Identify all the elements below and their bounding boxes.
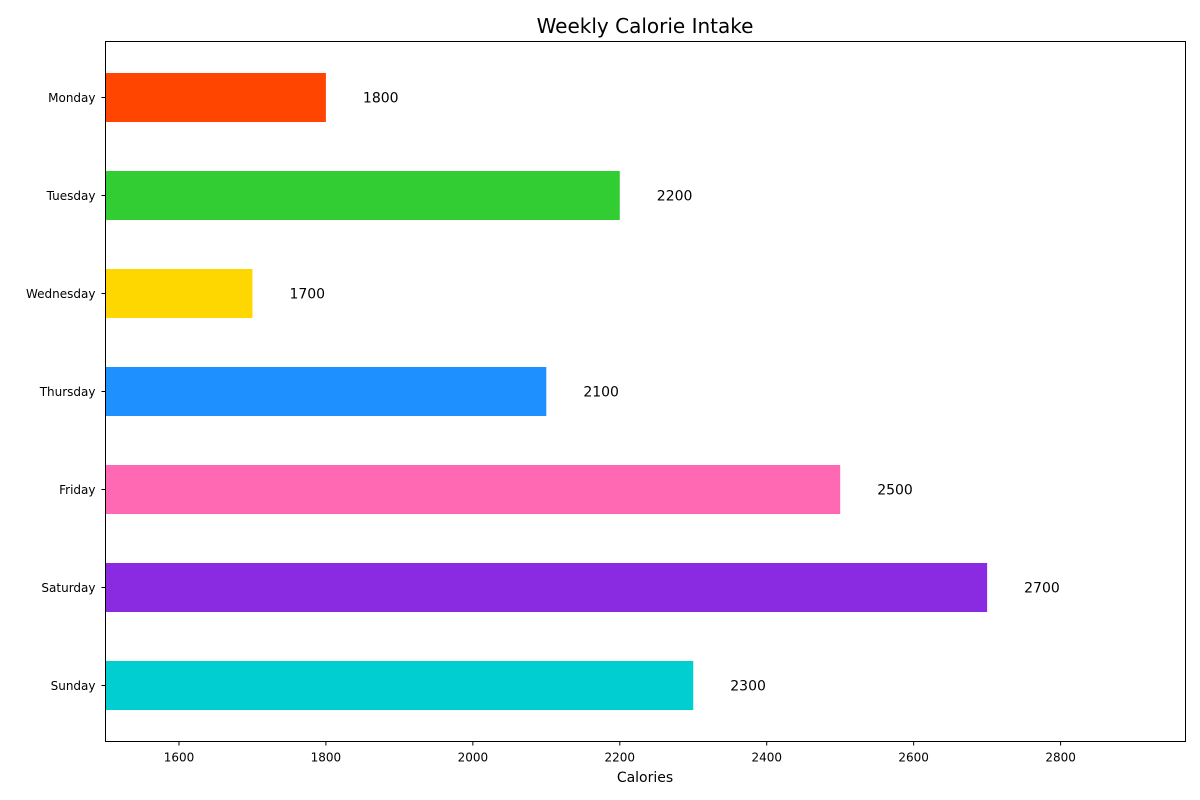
plot-frame <box>105 41 1186 742</box>
x-tick-label: 2000 <box>458 751 489 765</box>
bar-saturday <box>105 563 988 612</box>
data-label: 2100 <box>583 385 619 401</box>
bar-sunday <box>105 661 694 710</box>
bar-thursday <box>105 367 547 416</box>
y-tick-label: Monday <box>48 91 95 105</box>
x-tick-label: 1600 <box>164 751 195 765</box>
y-tick-label: Saturday <box>41 581 95 595</box>
y-tick-label: Thursday <box>39 385 96 399</box>
data-label: 2200 <box>657 189 693 205</box>
bar-monday <box>105 73 326 122</box>
x-tick-label: 1800 <box>311 751 342 765</box>
x-tick-label: 2200 <box>605 751 636 765</box>
data-label: 2300 <box>730 679 766 695</box>
y-tick-label: Tuesday <box>46 189 96 203</box>
y-tick-label: Sunday <box>51 679 96 693</box>
x-tick-label: 2400 <box>751 751 782 765</box>
x-axis-label: Calories <box>617 770 673 786</box>
y-tick-label: Wednesday <box>26 287 95 301</box>
data-label: 1800 <box>363 91 399 107</box>
data-labels: 1800 2200 1700 2100 2500 2700 2300 <box>289 91 1059 695</box>
bar-friday <box>105 465 841 514</box>
x-tick-label: 2800 <box>1045 751 1076 765</box>
data-label: 2500 <box>877 483 913 499</box>
bar-tuesday <box>105 171 620 220</box>
bars-group <box>105 73 988 710</box>
data-label: 2700 <box>1024 581 1060 597</box>
x-tick-label: 2600 <box>898 751 929 765</box>
x-ticks: 1600 1800 2000 2200 2400 2600 2800 <box>164 741 1076 765</box>
y-tick-label: Friday <box>59 483 95 497</box>
chart-title: Weekly Calorie Intake <box>537 14 754 38</box>
data-label: 1700 <box>289 287 325 303</box>
bar-wednesday <box>105 269 253 318</box>
y-tick-labels: Monday Tuesday Wednesday Thursday Friday Satu… <box>26 91 106 693</box>
